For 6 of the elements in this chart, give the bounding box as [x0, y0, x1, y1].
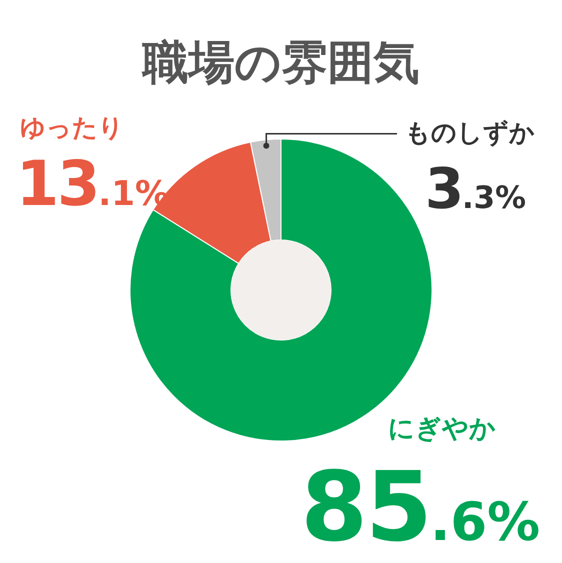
data-label: 3.3%	[425, 157, 526, 222]
chart-title: 職場の雰囲気	[140, 35, 420, 89]
slice-label: ゆったり	[20, 113, 124, 142]
slice-label: にぎやか	[388, 414, 496, 444]
data-label: 85.6%	[300, 451, 540, 563]
slice-label: ものしずか	[405, 118, 535, 147]
